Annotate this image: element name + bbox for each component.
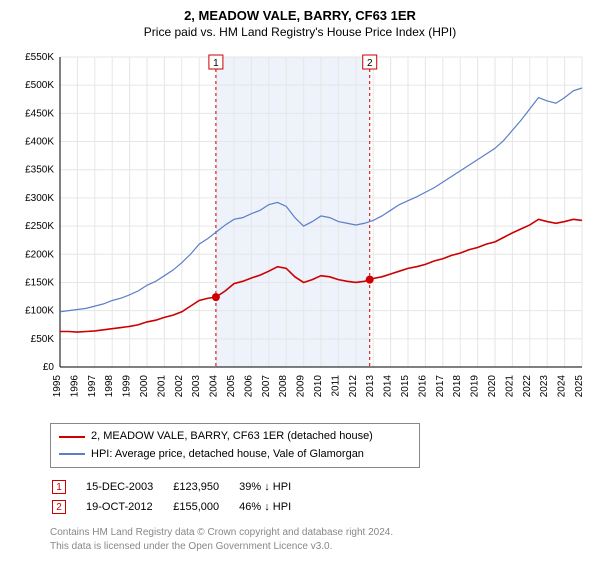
svg-text:£150K: £150K bbox=[25, 277, 54, 288]
chart-subtitle: Price paid vs. HM Land Registry's House … bbox=[8, 25, 592, 39]
svg-text:2022: 2022 bbox=[522, 375, 533, 398]
svg-text:1999: 1999 bbox=[122, 375, 133, 398]
svg-text:2009: 2009 bbox=[296, 375, 307, 398]
svg-text:£100K: £100K bbox=[25, 306, 54, 317]
legend-row: 2, MEADOW VALE, BARRY, CF63 1ER (detache… bbox=[59, 428, 411, 446]
svg-text:2012: 2012 bbox=[348, 375, 359, 398]
sales-table: 1 15-DEC-2003£123,95039% ↓ HPI 2 19-OCT-201… bbox=[50, 476, 311, 518]
svg-text:1997: 1997 bbox=[87, 375, 98, 398]
sale-price: £155,000 bbox=[173, 498, 237, 516]
svg-text:2005: 2005 bbox=[226, 375, 237, 398]
svg-text:£350K: £350K bbox=[25, 165, 54, 176]
table-row: 2 19-OCT-2012£155,00046% ↓ HPI bbox=[52, 498, 309, 516]
legend-label: 2, MEADOW VALE, BARRY, CF63 1ER (detache… bbox=[91, 428, 373, 446]
svg-text:£300K: £300K bbox=[25, 193, 54, 204]
sale-price: £123,950 bbox=[173, 478, 237, 496]
svg-text:2: 2 bbox=[367, 58, 373, 69]
svg-text:2001: 2001 bbox=[156, 375, 167, 398]
svg-text:2020: 2020 bbox=[487, 375, 498, 398]
footer-line-1: Contains HM Land Registry data © Crown c… bbox=[50, 526, 592, 540]
svg-text:£50K: £50K bbox=[31, 334, 55, 345]
sale-date: 15-DEC-2003 bbox=[86, 478, 171, 496]
sale-delta: 46% ↓ HPI bbox=[239, 498, 309, 516]
legend-swatch bbox=[59, 453, 85, 455]
footer-attribution: Contains HM Land Registry data © Crown c… bbox=[50, 526, 592, 554]
sale-date: 19-OCT-2012 bbox=[86, 498, 171, 516]
legend: 2, MEADOW VALE, BARRY, CF63 1ER (detache… bbox=[50, 423, 420, 468]
chart-container: £0 £50K £100K £150K £200K £250K £300K £350K £400… bbox=[8, 47, 592, 417]
svg-text:2010: 2010 bbox=[313, 375, 324, 398]
svg-text:£250K: £250K bbox=[25, 221, 54, 232]
svg-text:2025: 2025 bbox=[574, 375, 585, 398]
svg-text:2019: 2019 bbox=[470, 375, 481, 398]
svg-text:1: 1 bbox=[213, 58, 219, 69]
legend-swatch bbox=[59, 436, 85, 438]
svg-text:2013: 2013 bbox=[365, 375, 376, 398]
table-row: 1 15-DEC-2003£123,95039% ↓ HPI bbox=[52, 478, 309, 496]
svg-text:2004: 2004 bbox=[209, 375, 220, 398]
svg-text:2024: 2024 bbox=[557, 375, 568, 398]
svg-text:2007: 2007 bbox=[261, 375, 272, 398]
svg-text:£0: £0 bbox=[43, 362, 55, 373]
svg-text:2006: 2006 bbox=[243, 375, 254, 398]
sale-marker-badge: 2 bbox=[52, 500, 66, 514]
svg-text:2008: 2008 bbox=[278, 375, 289, 398]
sale-delta: 39% ↓ HPI bbox=[239, 478, 309, 496]
svg-text:2002: 2002 bbox=[174, 375, 185, 398]
svg-text:£550K: £550K bbox=[25, 52, 54, 63]
svg-text:2003: 2003 bbox=[191, 375, 202, 398]
legend-row: HPI: Average price, detached house, Vale… bbox=[59, 446, 411, 464]
svg-text:2015: 2015 bbox=[400, 375, 411, 398]
legend-label: HPI: Average price, detached house, Vale… bbox=[91, 446, 364, 464]
svg-text:2016: 2016 bbox=[417, 375, 428, 398]
svg-text:£400K: £400K bbox=[25, 137, 54, 148]
svg-text:2011: 2011 bbox=[330, 375, 341, 397]
svg-text:£200K: £200K bbox=[25, 249, 54, 260]
svg-text:1996: 1996 bbox=[69, 375, 80, 398]
price-chart: £0 £50K £100K £150K £200K £250K £300K £350K £400… bbox=[8, 47, 592, 417]
svg-text:2014: 2014 bbox=[383, 375, 394, 398]
svg-text:1995: 1995 bbox=[52, 375, 63, 398]
sale-marker-badge: 1 bbox=[52, 480, 66, 494]
svg-text:2017: 2017 bbox=[435, 375, 446, 398]
chart-title: 2, MEADOW VALE, BARRY, CF63 1ER bbox=[8, 8, 592, 23]
svg-text:1998: 1998 bbox=[104, 375, 115, 398]
svg-text:2021: 2021 bbox=[504, 375, 515, 398]
svg-text:2023: 2023 bbox=[539, 375, 550, 398]
footer-line-2: This data is licensed under the Open Gov… bbox=[50, 540, 592, 554]
svg-text:2000: 2000 bbox=[139, 375, 150, 398]
svg-text:£500K: £500K bbox=[25, 80, 54, 91]
svg-text:£450K: £450K bbox=[25, 108, 54, 119]
svg-text:2018: 2018 bbox=[452, 375, 463, 398]
